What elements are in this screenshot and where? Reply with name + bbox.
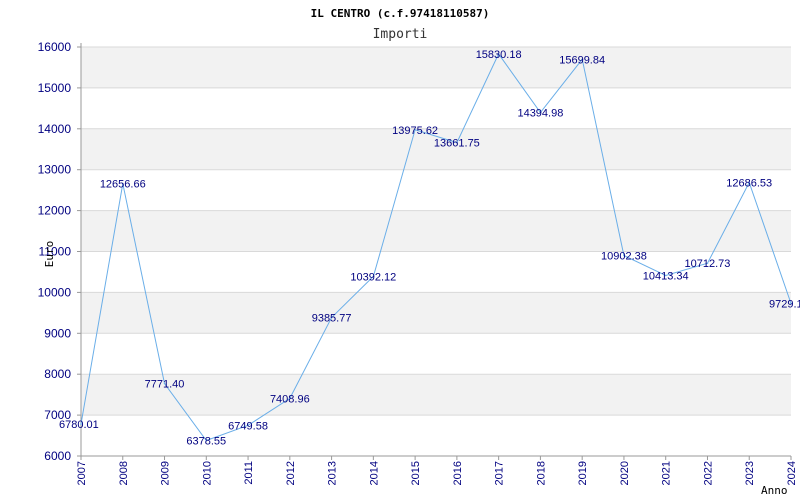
grid-band <box>81 128 791 170</box>
x-tick-label: 2012 <box>285 461 297 485</box>
data-label: 10902.38 <box>601 250 647 262</box>
chart-subtitle: Importi <box>373 27 428 42</box>
y-tick-label: 14000 <box>38 122 72 136</box>
y-tick-label: 16000 <box>38 40 72 54</box>
data-label: 6749.58 <box>228 420 268 432</box>
y-tick-label: 6000 <box>44 449 71 463</box>
y-tick-label: 8000 <box>44 367 71 381</box>
data-label: 10712.73 <box>685 258 731 270</box>
y-axis-label: Euro <box>43 241 56 268</box>
data-label: 6378.55 <box>186 436 226 448</box>
data-label: 14394.98 <box>517 108 563 120</box>
x-tick-label: 2022 <box>702 461 714 485</box>
y-tick-label: 10000 <box>38 285 72 299</box>
data-point <box>539 111 542 114</box>
data-label: 7408.96 <box>270 393 310 405</box>
data-point <box>456 141 458 144</box>
y-tick-label: 15000 <box>38 81 72 95</box>
x-tick-label: 2020 <box>619 461 631 485</box>
data-label: 15699.84 <box>559 54 605 66</box>
x-tick-label: 2010 <box>201 461 213 485</box>
series-line <box>80 52 792 442</box>
y-tick-label: 9000 <box>44 326 71 340</box>
data-label: 13661.75 <box>434 138 480 150</box>
data-point <box>372 275 375 278</box>
x-tick-label: 2019 <box>577 461 589 485</box>
x-tick-label: 2017 <box>494 461 506 485</box>
x-tick-label: 2015 <box>410 461 422 485</box>
data-point <box>80 423 82 425</box>
data-point <box>163 382 166 385</box>
grid-band <box>81 210 791 252</box>
y-tick-label: 11000 <box>39 245 72 259</box>
data-label: 10413.34 <box>643 270 689 282</box>
data-point <box>121 182 124 185</box>
x-tick-label: 2007 <box>76 461 88 485</box>
grid-band <box>81 292 791 334</box>
data-label: 12656.66 <box>100 179 146 191</box>
data-point <box>330 316 333 319</box>
data-point <box>497 53 500 55</box>
y-tick-label: 7000 <box>44 408 71 422</box>
x-tick-label: 2011 <box>243 461 255 485</box>
x-tick-label: 2018 <box>535 461 547 485</box>
x-tick-label: 2021 <box>661 461 673 485</box>
data-label: 15830.18 <box>476 49 522 61</box>
data-point <box>205 439 208 442</box>
grid-band <box>81 374 791 416</box>
data-label: 9729.1 <box>769 298 800 310</box>
data-point <box>247 424 249 427</box>
data-label: 9385.77 <box>312 313 352 325</box>
grid-band <box>81 47 791 88</box>
x-tick-labels: 2007 2008 2009 2010 2011 2012 2013 2014 2015 2016… <box>76 461 798 485</box>
chart-title: IL CENTRO (c.f.97418110587) <box>311 7 490 20</box>
x-axis-label: Anno <box>761 484 788 497</box>
plot-background-bands <box>81 47 791 416</box>
x-tick-label: 2013 <box>327 461 339 485</box>
data-label: 12686.53 <box>726 178 772 190</box>
y-tick-labels: 6000 7000 8000 9000 10000 11000 12000 13000 1400… <box>38 40 72 463</box>
data-point <box>414 128 416 131</box>
data-point <box>623 254 625 257</box>
data-label: 6780.01 <box>59 419 99 431</box>
data-point <box>790 302 792 305</box>
x-tick-label: 2016 <box>452 461 464 485</box>
grid-lines <box>77 46 792 460</box>
data-label: 13975.62 <box>392 125 438 137</box>
x-tick-label: 2024 <box>786 461 798 485</box>
data-point <box>581 58 583 61</box>
x-tick-label: 2008 <box>118 461 130 485</box>
x-tick-label: 2023 <box>744 461 756 485</box>
data-point <box>706 262 709 265</box>
x-tick-label: 2009 <box>160 461 172 485</box>
data-label: 7771.40 <box>145 379 185 391</box>
data-point <box>664 274 667 277</box>
x-tick-label: 2014 <box>368 461 380 485</box>
data-label: 10392.12 <box>350 271 396 283</box>
data-point <box>748 181 751 184</box>
y-tick-label: 12000 <box>38 204 72 218</box>
data-point <box>289 397 291 400</box>
y-tick-label: 13000 <box>38 163 72 177</box>
